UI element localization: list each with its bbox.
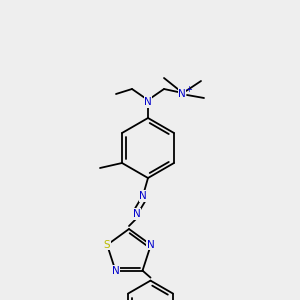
Text: N: N <box>178 89 186 99</box>
Text: N: N <box>139 191 147 201</box>
Text: +: + <box>186 85 192 94</box>
Text: N: N <box>112 266 119 276</box>
Text: S: S <box>104 240 110 250</box>
Text: N: N <box>144 97 152 107</box>
Text: N: N <box>133 209 141 219</box>
Text: N: N <box>147 240 155 250</box>
